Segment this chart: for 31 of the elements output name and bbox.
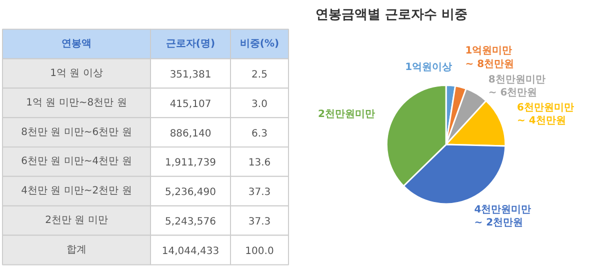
- slice-label: 8천만원미만 ~ 6천만원: [488, 74, 546, 99]
- text: 5,236,490: [165, 187, 216, 198]
- text: 415,107: [170, 98, 212, 110]
- text: 2.5: [252, 69, 268, 80]
- text: 8천만 원 미만~6천만 원: [21, 126, 132, 138]
- text: 근로자(명): [166, 38, 216, 50]
- text: 13.6: [248, 158, 271, 169]
- text: 연봉액: [62, 38, 92, 50]
- slice-label: 1억원이상: [405, 62, 452, 74]
- text: 37.3: [248, 216, 271, 228]
- text: 1,911,739: [165, 158, 216, 169]
- slice-label: 2천만원미만: [318, 109, 375, 120]
- text: 37.3: [248, 187, 271, 198]
- text: 351,381: [170, 69, 212, 80]
- text: 4천만 원 미만~2천만 원: [21, 186, 132, 197]
- text: 6.3: [252, 128, 268, 140]
- text: 2천만 원 미만: [45, 215, 108, 226]
- chart-title: 연봉금액별 근로자수 비중: [316, 8, 468, 22]
- text: 5,243,576: [165, 216, 216, 228]
- slice-label: 4천만원미만 ~ 2천만원: [474, 204, 532, 228]
- text: 100.0: [245, 246, 274, 257]
- text: 비중(%): [240, 38, 280, 50]
- text: 1억 원 미만~8천만 원: [26, 97, 127, 108]
- text: 3.0: [252, 98, 268, 110]
- slice-label: 1억원미만 ~ 8천만원: [465, 46, 514, 70]
- text: 합계: [66, 244, 86, 256]
- text: 6천만 원 미만~4천만 원: [21, 156, 132, 168]
- slice-label: 6천만원미만 ~ 4천만원: [517, 102, 574, 126]
- text: 14,044,433: [162, 246, 220, 257]
- text: 1억 원 이상: [50, 68, 103, 79]
- text: 886,140: [170, 128, 212, 140]
